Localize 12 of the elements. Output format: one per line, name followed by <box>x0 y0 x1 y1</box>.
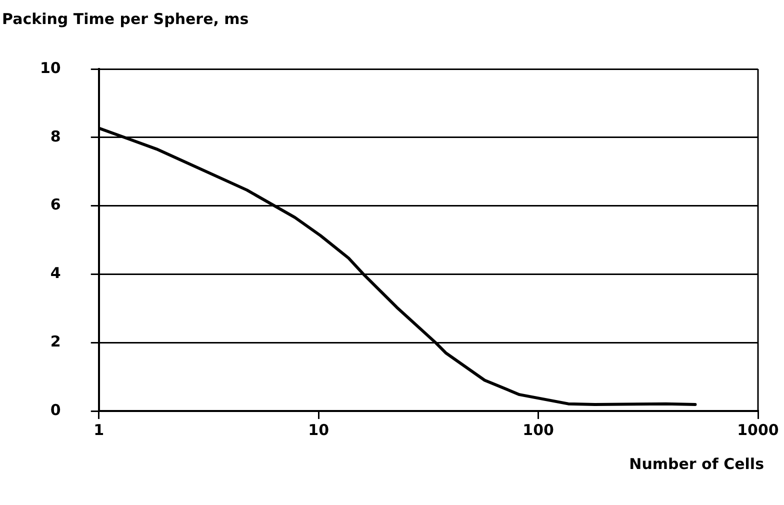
y-tick-label: 8 <box>50 127 61 146</box>
y-tick-label: 2 <box>50 332 61 350</box>
x-tick-label: 1000 <box>737 420 779 439</box>
y-tick-label: 6 <box>50 196 61 214</box>
y-tick-label: 4 <box>50 264 61 282</box>
x-tick-label: 100 <box>522 420 554 439</box>
x-axis-title: Number of Cells <box>629 455 764 473</box>
y-axis-title: Packing Time per Sphere, ms <box>2 10 249 28</box>
y-tick-label: 10 <box>40 58 61 77</box>
x-tick-label: 1 <box>94 420 104 439</box>
x-tick-label: 10 <box>308 420 330 439</box>
y-tick-label: 0 <box>50 400 61 419</box>
